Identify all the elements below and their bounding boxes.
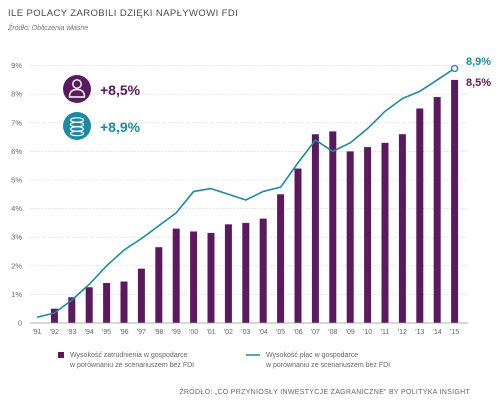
y-tick-label: 7% [11, 118, 22, 127]
source-footer: ŹRÓDŁO: „CO PRZYNIOSŁY INWESTYCJE ZAGRAN… [179, 389, 470, 396]
bar [346, 151, 354, 323]
x-tick-label: '91 [32, 329, 41, 336]
bar [242, 222, 250, 323]
x-tick-label: '15 [450, 329, 459, 336]
bar [277, 194, 285, 323]
callout-employment-value: +8,5% [100, 82, 141, 98]
coins-icon-coin-4 [69, 130, 85, 137]
legend-line-line-1: Wysokość płac w gospodarce [266, 352, 359, 359]
bar [311, 134, 319, 323]
bar-end-label: 8,5% [466, 77, 491, 89]
x-tick-label: '02 [224, 329, 233, 336]
y-tick-label: 9% [11, 61, 22, 70]
line-series [36, 64, 459, 319]
callout-wages: +8,9% [63, 112, 141, 140]
bar [224, 224, 232, 323]
x-tick-label: '96 [119, 329, 128, 336]
bar [294, 168, 302, 323]
x-tick-label: '10 [363, 329, 372, 336]
bar [190, 231, 198, 323]
x-tick-label: '07 [311, 329, 320, 336]
y-tick-label: 1% [11, 290, 22, 299]
x-tick-label: '94 [85, 329, 94, 336]
bar [329, 131, 337, 323]
bar [433, 97, 441, 323]
bar [259, 218, 267, 323]
x-tick-label: '99 [172, 329, 181, 336]
y-tick-label: 8% [11, 90, 22, 99]
bar [416, 108, 424, 323]
line-path [36, 67, 456, 319]
y-tick-label: 6% [11, 147, 22, 156]
bar [103, 282, 111, 323]
line-end-marker [450, 64, 459, 73]
x-tick-label: '92 [50, 329, 59, 336]
line-end-label: 8,9% [466, 56, 491, 68]
legend-bar-swatch [58, 352, 64, 358]
bar [68, 297, 76, 323]
bar [172, 228, 180, 323]
bar [50, 308, 58, 323]
x-tick-label: '03 [241, 329, 250, 336]
x-tick-label: '12 [398, 329, 407, 336]
chart-subtitle: Źródło: Obliczenia własne [8, 25, 89, 32]
y-tick-label: 4% [11, 204, 22, 213]
callout-employment: +8,5% [63, 75, 141, 103]
person-icon-body [68, 88, 86, 98]
chart-title: ILE POLACY ZAROBILI DZIĘKI NAPŁYWOWI FDI [8, 8, 239, 19]
bar [85, 287, 93, 323]
x-tick-label: '04 [259, 329, 268, 336]
y-tick-label: 2% [11, 261, 22, 270]
x-tick-label: '00 [189, 329, 198, 336]
x-tick-label: '05 [276, 329, 285, 336]
x-tick-label: '11 [381, 329, 390, 336]
y-tick-label: 5% [11, 176, 22, 185]
y-tick-label: 3% [11, 233, 22, 242]
legend-bar: Wysokość zatrudnienia w gospodarce w por… [70, 351, 194, 371]
x-tick-label: '95 [102, 329, 111, 336]
x-axis-ticks: '91 '92 '93 '94 '95 '96 '97 '98 '99 '00 '01 '02 '03 '… [32, 329, 459, 336]
x-tick-label: '06 [293, 329, 302, 336]
bar [451, 79, 459, 324]
bar [120, 281, 128, 323]
x-tick-label: '93 [67, 329, 76, 336]
bar [155, 247, 163, 323]
bar [207, 232, 215, 323]
x-tick-label: '01 [206, 329, 215, 336]
person-icon-head [72, 79, 82, 89]
bar [381, 142, 389, 323]
legend-bar-line-2: w porównaniu ze scenariuszem bez FDI [70, 362, 195, 369]
y-axis-ticks: 0 1% 2% 3% 4% 5% 6% 7% 8% 9% [11, 61, 22, 327]
x-tick-label: '13 [415, 329, 424, 336]
legend-bar-line-1: Wysokość zatrudnienia w gospodarce [70, 352, 188, 359]
legend-line-line-2: w porównaniu ze scenariuszem bez FDI [266, 362, 391, 369]
bar [364, 147, 372, 323]
legend-line: Wysokość płac w gospodarce w porównaniu … [266, 351, 390, 371]
x-tick-label: '08 [328, 329, 337, 336]
x-tick-label: '09 [346, 329, 355, 336]
x-tick-label: '14 [433, 329, 442, 336]
bar [398, 134, 406, 323]
bar-series [50, 79, 459, 324]
bar [137, 268, 145, 323]
x-tick-label: '98 [154, 329, 163, 336]
x-tick-label: '97 [137, 329, 146, 336]
y-tick-label: 0 [18, 319, 22, 328]
callout-wages-value: +8,9% [100, 119, 141, 135]
